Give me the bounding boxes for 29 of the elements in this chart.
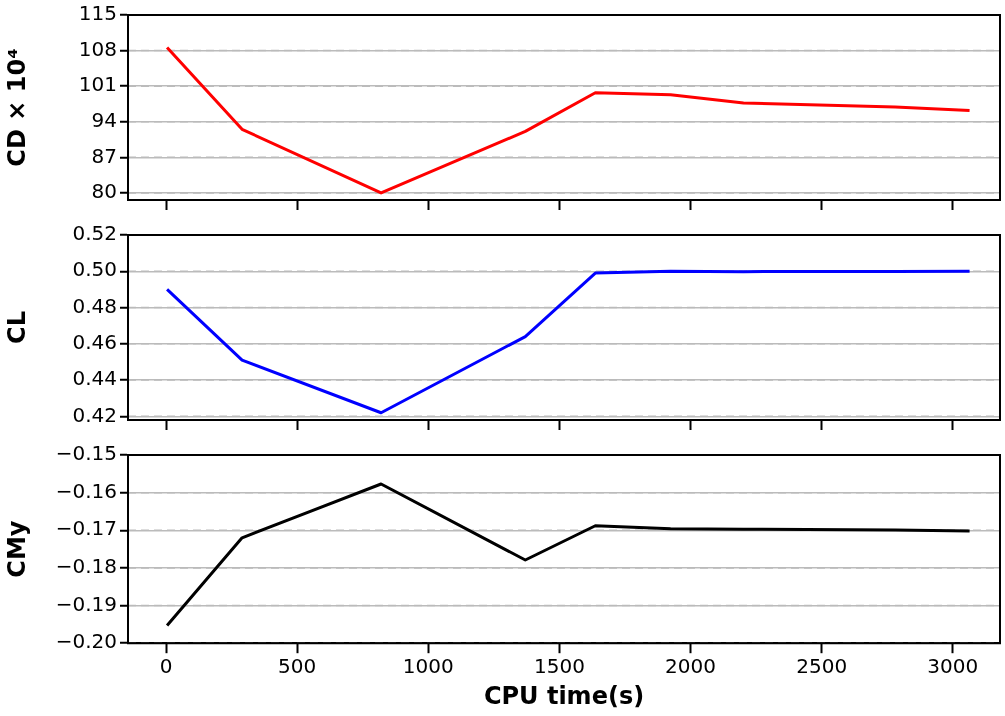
y-axis-title: CMy xyxy=(2,520,31,578)
y-axis-title: CL xyxy=(2,311,31,344)
x-tick-label: 0 xyxy=(159,654,173,679)
y-tick-label: 94 xyxy=(91,107,117,132)
y-tick-label: 80 xyxy=(91,179,117,204)
y-tick-label: 0.46 xyxy=(72,330,117,355)
x-tick-label: 2500 xyxy=(796,654,848,679)
x-tick-label: 1500 xyxy=(533,654,585,679)
y-tick-label: −0.20 xyxy=(55,629,117,654)
x-tick-label: 1000 xyxy=(402,654,454,679)
y-tick-label: 101 xyxy=(78,72,117,97)
y-tick-label: 108 xyxy=(78,36,117,61)
y-tick-label: 87 xyxy=(91,143,117,168)
y-tick-label: 115 xyxy=(78,1,117,26)
x-tick-label: 2000 xyxy=(665,654,716,679)
y-tick-label: −0.18 xyxy=(55,554,117,579)
y-tick-label: 0.50 xyxy=(72,257,117,282)
y-tick-label: −0.15 xyxy=(55,441,117,466)
y-tick-label: 0.48 xyxy=(72,293,117,318)
y-tick-label: −0.16 xyxy=(55,478,117,503)
y-tick-label: 0.44 xyxy=(72,366,117,391)
x-tick-label: 3000 xyxy=(927,654,979,679)
y-tick-label: −0.17 xyxy=(55,516,117,541)
y-axis-title: CD × 10⁴ xyxy=(2,48,31,167)
y-tick-label: 0.52 xyxy=(72,221,117,246)
y-tick-label: −0.19 xyxy=(55,591,117,616)
x-tick-label: 500 xyxy=(278,654,317,679)
y-tick-label: 0.42 xyxy=(72,402,117,427)
x-axis-title: CPU time(s) xyxy=(483,681,645,710)
